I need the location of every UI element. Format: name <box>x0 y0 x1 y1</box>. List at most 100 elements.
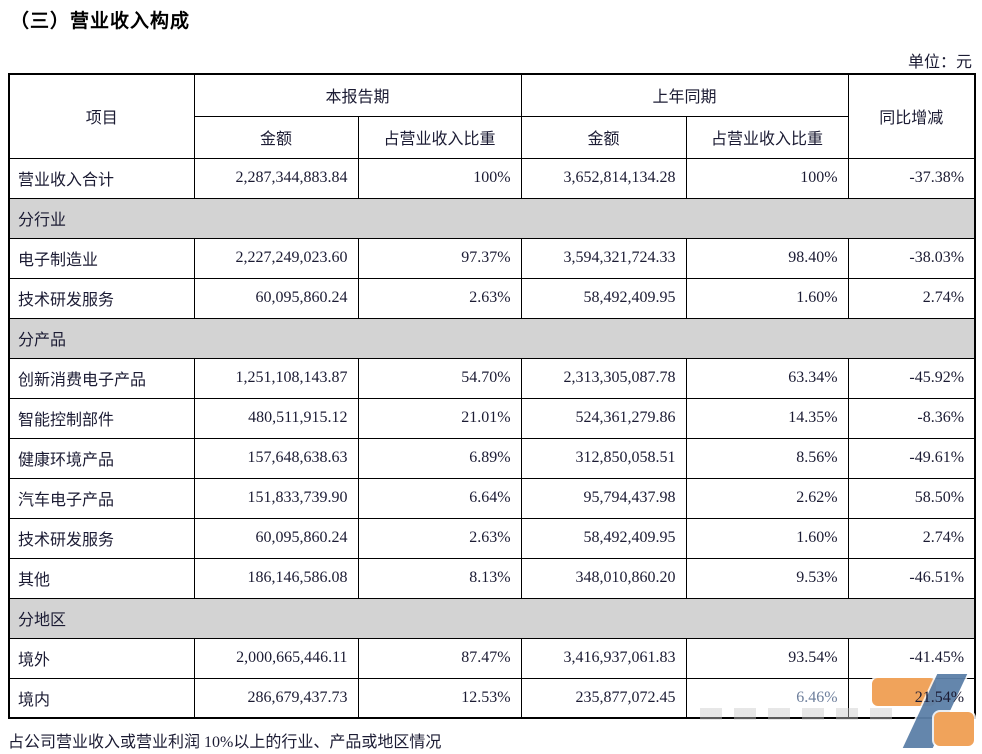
row-value: 98.40% <box>685 237 849 279</box>
row-value: -8.36% <box>847 397 976 439</box>
table-row: 电子制造业 2,227,249,023.60 97.37% 3,594,321,724… <box>8 237 976 279</box>
page-title: （三）营业收入构成 <box>10 11 191 32</box>
row-value: 157,648,638.63 <box>193 437 359 479</box>
table-row: 营业收入合计 2,287,344,883.84 100% 3,652,814,134.… <box>8 157 976 199</box>
row-value: 60,095,860.24 <box>193 277 359 319</box>
row-value: 97.37% <box>357 237 522 279</box>
table-row: 其他 186,146,586.08 8.13% 348,010,860.20 9.53%… <box>8 557 976 599</box>
row-value: 2.63% <box>357 517 522 559</box>
row-value: 235,877,072.45 <box>520 677 687 719</box>
header-amount-prior: 金额 <box>520 115 687 159</box>
row-value: 348,010,860.20 <box>520 557 687 599</box>
row-value: 2,287,344,883.84 <box>193 157 359 199</box>
row-value: 12.53% <box>357 677 522 719</box>
row-item-label: 技术研发服务 <box>8 277 195 319</box>
header-share-current: 占营业收入比重 <box>357 115 522 159</box>
row-value: 58.50% <box>847 477 976 519</box>
row-value: 58,492,409.95 <box>520 277 687 319</box>
row-value: 21.01% <box>357 397 522 439</box>
row-value: 312,850,058.51 <box>520 437 687 479</box>
row-value: -45.92% <box>847 357 976 399</box>
row-value: 1.60% <box>685 277 849 319</box>
row-item-label: 健康环境产品 <box>8 437 195 479</box>
row-item-label: 营业收入合计 <box>8 157 195 199</box>
row-value: 2.74% <box>847 517 976 559</box>
row-item-label: 技术研发服务 <box>8 517 195 559</box>
section-row: 分产品 <box>8 317 976 359</box>
row-value: 6.89% <box>357 437 522 479</box>
table-body: 营业收入合计 2,287,344,883.84 100% 3,652,814,134.… <box>8 157 976 719</box>
logo-orange-square-shape <box>934 712 974 746</box>
row-item-label: 境外 <box>8 637 195 679</box>
table-row: 技术研发服务 60,095,860.24 2.63% 58,492,409.95 1.6… <box>8 517 976 559</box>
table-row: 智能控制部件 480,511,915.12 21.01% 524,361,279.86… <box>8 397 976 439</box>
row-value: 2,227,249,023.60 <box>193 237 359 279</box>
row-value: -49.61% <box>847 437 976 479</box>
row-item-label: 电子制造业 <box>8 237 195 279</box>
header-item: 项目 <box>8 73 195 159</box>
row-value: 524,361,279.86 <box>520 397 687 439</box>
row-value: 3,594,321,724.33 <box>520 237 687 279</box>
table-row: 创新消费电子产品 1,251,108,143.87 54.70% 2,313,305,… <box>8 357 976 399</box>
row-value: -38.03% <box>847 237 976 279</box>
row-value: 3,416,937,061.83 <box>520 637 687 679</box>
row-value: 186,146,586.08 <box>193 557 359 599</box>
row-value: 87.47% <box>357 637 522 679</box>
row-item-label: 境内 <box>8 677 195 719</box>
section-row: 分地区 <box>8 597 976 639</box>
header-amount-current: 金额 <box>193 115 359 159</box>
row-value: 8.13% <box>357 557 522 599</box>
row-value: 6.64% <box>357 477 522 519</box>
row-value: 3,652,814,134.28 <box>520 157 687 199</box>
table-row: 技术研发服务 60,095,860.24 2.63% 58,492,409.95 1.6… <box>8 277 976 319</box>
row-value: 1.60% <box>685 517 849 559</box>
row-item-label: 智能控制部件 <box>8 397 195 439</box>
row-item-label: 汽车电子产品 <box>8 477 195 519</box>
row-value: 2,313,305,087.78 <box>520 357 687 399</box>
unit-note: 单位：元 <box>907 54 972 71</box>
table-row: 境外 2,000,665,446.11 87.47% 3,416,937,061.83… <box>8 637 976 679</box>
row-item-label: 其他 <box>8 557 195 599</box>
header-share-prior: 占营业收入比重 <box>685 115 849 159</box>
watermark-logo-icon <box>872 672 982 754</box>
row-value: 151,833,739.90 <box>193 477 359 519</box>
row-value: -41.45% <box>847 637 976 679</box>
watermark-smudge <box>700 708 900 720</box>
table-row: 汽车电子产品 151,833,739.90 6.64% 95,794,437.98 2.… <box>8 477 976 519</box>
row-value: 480,511,915.12 <box>193 397 359 439</box>
row-value: 2,000,665,446.11 <box>193 637 359 679</box>
row-value: 58,492,409.95 <box>520 517 687 559</box>
row-value: 9.53% <box>685 557 849 599</box>
row-value: 100% <box>357 157 522 199</box>
table-row: 健康环境产品 157,648,638.63 6.89% 312,850,058.51 8… <box>8 437 976 479</box>
row-value: 2.74% <box>847 277 976 319</box>
row-value: 93.54% <box>685 637 849 679</box>
row-value: 100% <box>685 157 849 199</box>
row-value: 2.63% <box>357 277 522 319</box>
row-value: 286,679,437.73 <box>193 677 359 719</box>
row-value: 6.46% <box>685 677 849 719</box>
row-item-label: 创新消费电子产品 <box>8 357 195 399</box>
section-label: 分地区 <box>8 597 976 639</box>
row-value: -37.38% <box>847 157 976 199</box>
revenue-composition-table: 项目 本报告期 上年同期 同比增减 金额 占营业收入比重 金额 占营业收入比重 … <box>8 73 977 719</box>
row-value: 1,251,108,143.87 <box>193 357 359 399</box>
section-label: 分行业 <box>8 197 976 239</box>
row-value: 8.56% <box>685 437 849 479</box>
row-value: 54.70% <box>357 357 522 399</box>
header-current-period: 本报告期 <box>193 73 522 117</box>
row-value: 14.35% <box>685 397 849 439</box>
section-label: 分产品 <box>8 317 976 359</box>
row-value: 95,794,437.98 <box>520 477 687 519</box>
row-value: -46.51% <box>847 557 976 599</box>
header-prior-period: 上年同期 <box>520 73 849 117</box>
table-header: 项目 本报告期 上年同期 同比增减 金额 占营业收入比重 金额 占营业收入比重 <box>8 73 976 159</box>
table-row: 境内 286,679,437.73 12.53% 235,877,072.45 6.46… <box>8 677 976 719</box>
section-row: 分行业 <box>8 197 976 239</box>
row-value: 60,095,860.24 <box>193 517 359 559</box>
footer-note: 占公司营业收入或营业利润 10%以上的行业、产品或地区情况 <box>8 734 442 751</box>
header-yoy: 同比增减 <box>847 73 976 159</box>
row-value: 63.34% <box>685 357 849 399</box>
row-value: 2.62% <box>685 477 849 519</box>
